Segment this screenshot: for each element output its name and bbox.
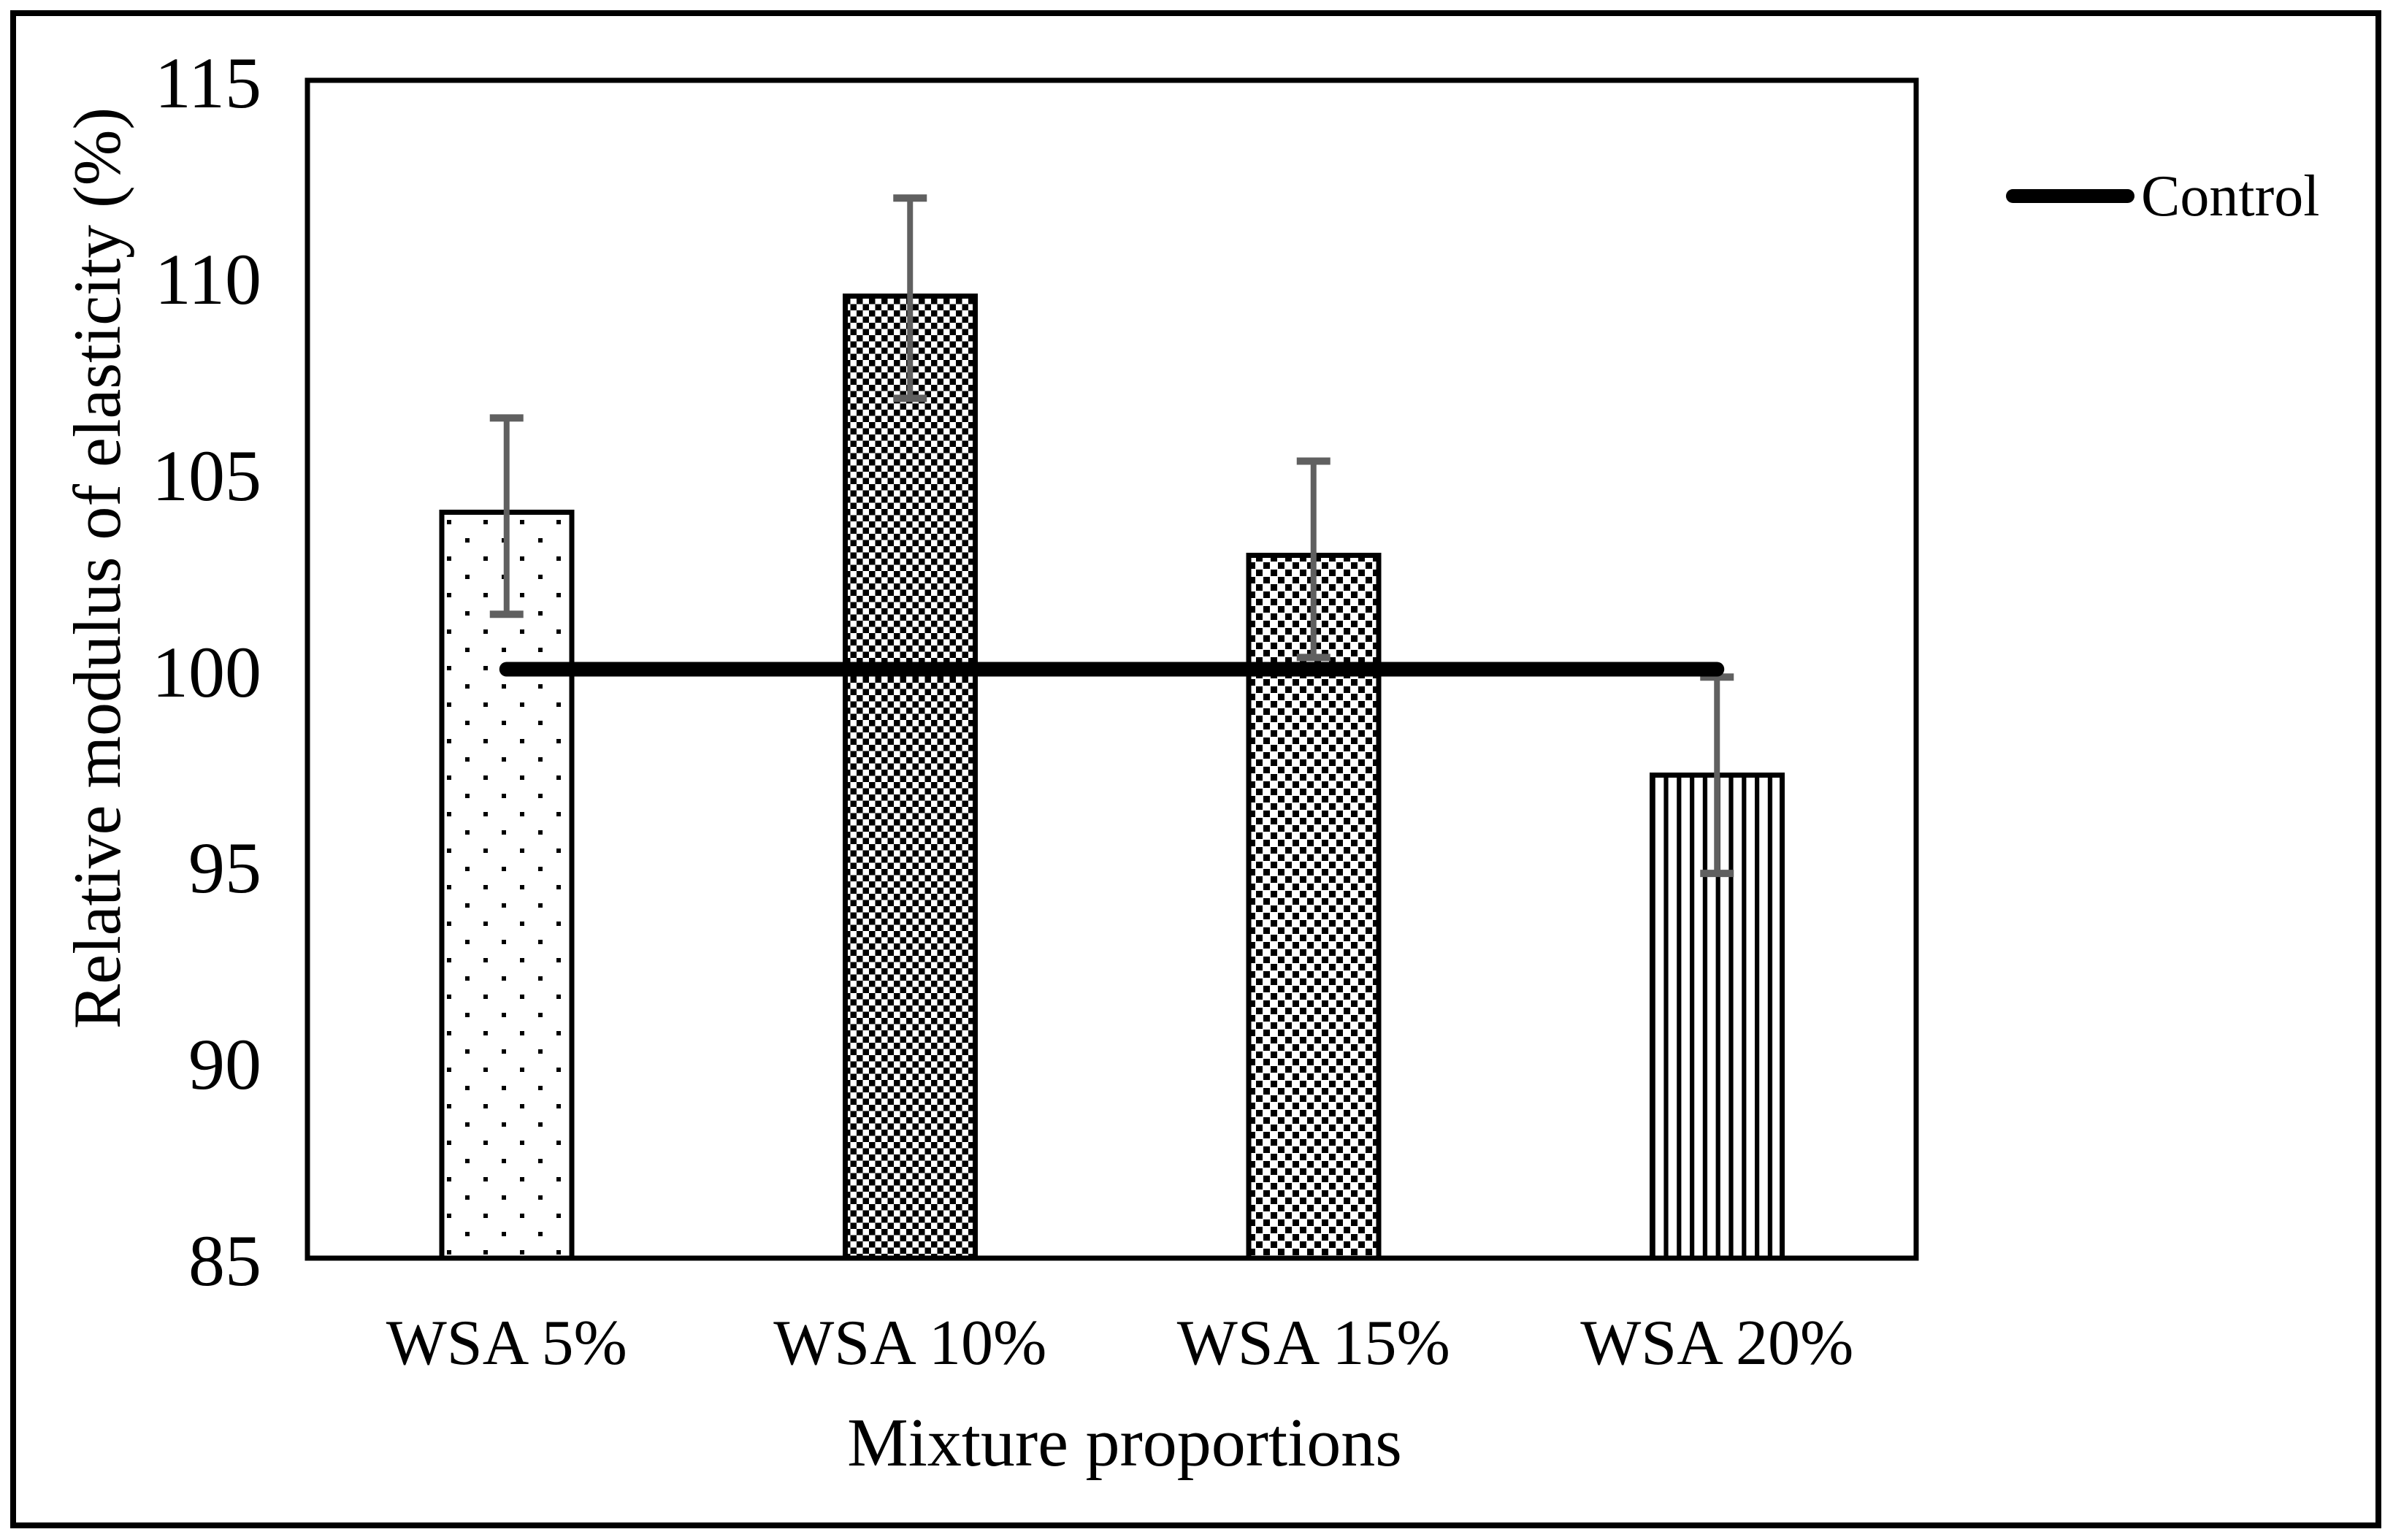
y-tick-label-100: 100 [152, 631, 261, 713]
legend-control-label: Control [2141, 164, 2320, 229]
plot-area-border [305, 77, 1919, 1261]
x-category-label-wsa-5: WSA 5% [386, 1308, 627, 1379]
x-category-label-wsa-10: WSA 10% [773, 1308, 1047, 1379]
error-bar-wsa-10 [893, 194, 927, 402]
x-category-label-wsa-15: WSA 15% [1176, 1308, 1450, 1379]
x-axis-title: Mixture proportions [847, 1405, 1402, 1481]
y-tick-label-110: 110 [154, 238, 261, 320]
error-bars-group [489, 194, 1734, 878]
y-tick-label-85: 85 [188, 1220, 261, 1301]
legend-control-line-swatch [2006, 189, 2134, 203]
bar-wsa-10 [842, 294, 978, 1261]
error-bar-wsa-20 [1700, 673, 1734, 878]
bars-group [439, 294, 1785, 1261]
y-tick-label-115: 115 [154, 42, 261, 123]
y-tick-label-95: 95 [188, 827, 261, 909]
error-bar-wsa-5 [489, 414, 524, 618]
y-axis-title: Relative modulus of elasticity (%) [60, 107, 134, 1030]
y-tick-label-105: 105 [152, 434, 261, 516]
error-bar-wsa-15 [1296, 457, 1330, 662]
y-tick-label-90: 90 [188, 1024, 261, 1106]
x-category-label-wsa-20: WSA 20% [1580, 1308, 1854, 1379]
figure-border [10, 10, 2381, 1528]
bar-wsa-5 [439, 509, 575, 1261]
